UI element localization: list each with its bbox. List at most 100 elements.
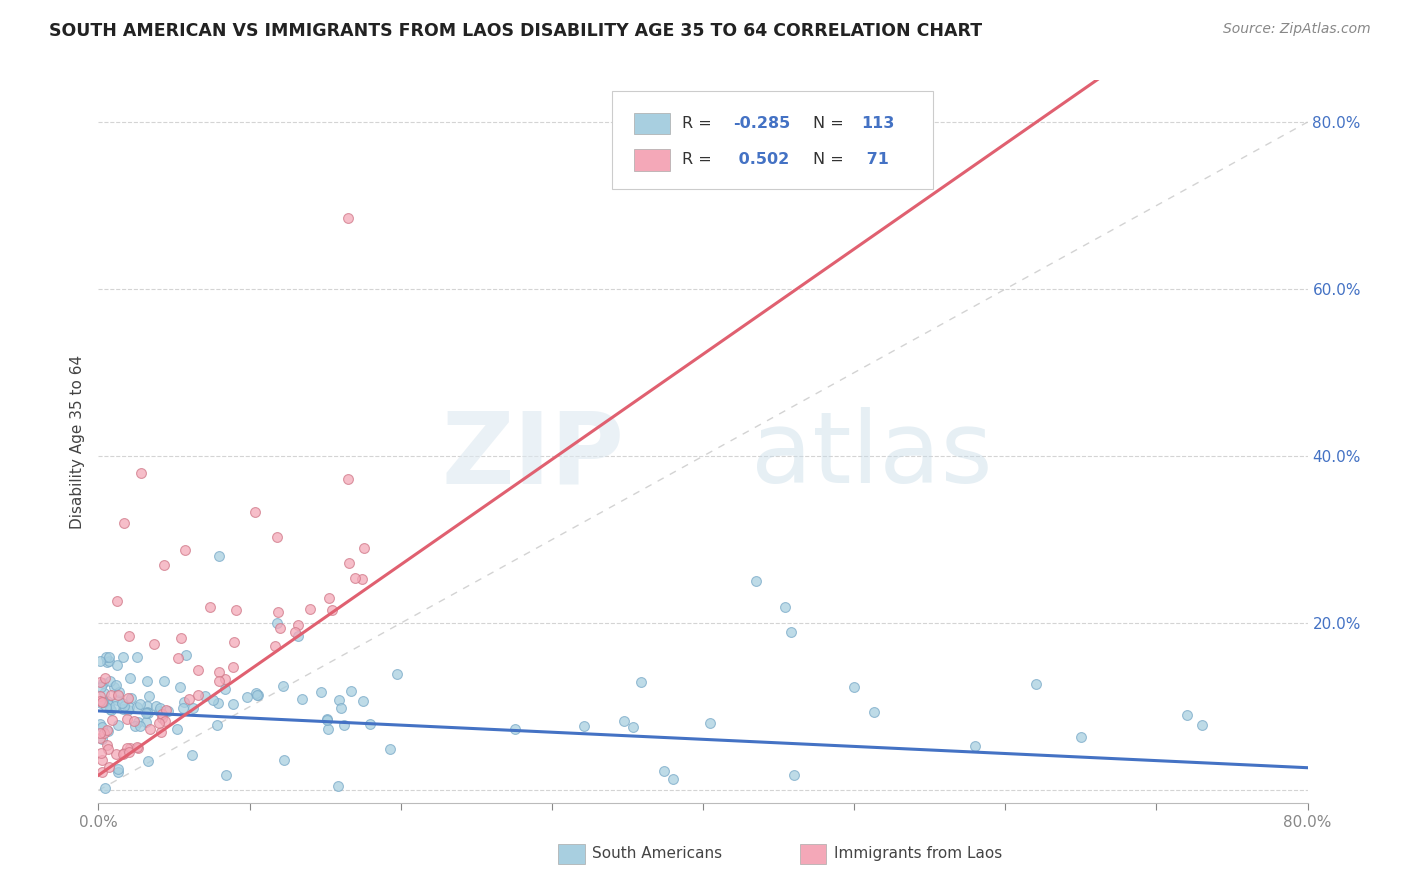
Point xyxy=(91,676,114,690)
Point xyxy=(98,702,121,716)
Point xyxy=(135,706,157,720)
FancyBboxPatch shape xyxy=(613,91,932,189)
Point xyxy=(222,698,245,712)
Point xyxy=(187,688,209,702)
Point xyxy=(111,697,134,711)
Point xyxy=(108,685,131,699)
Point xyxy=(236,690,259,705)
Point xyxy=(613,714,636,729)
Point xyxy=(202,693,225,707)
Point xyxy=(172,701,194,715)
Point xyxy=(208,665,231,679)
Point xyxy=(129,719,152,733)
Y-axis label: Disability Age 35 to 64: Disability Age 35 to 64 xyxy=(70,354,86,529)
Point xyxy=(105,658,128,673)
Point xyxy=(107,762,129,776)
Point xyxy=(136,706,159,720)
Point xyxy=(149,701,172,715)
Point xyxy=(118,740,141,755)
Point xyxy=(246,688,269,702)
Point xyxy=(654,764,676,779)
Point xyxy=(205,718,228,732)
Point xyxy=(90,697,112,711)
Point xyxy=(89,654,111,668)
Point xyxy=(316,722,339,736)
Point xyxy=(224,635,246,649)
Point xyxy=(148,704,170,718)
Point xyxy=(96,649,118,664)
Point xyxy=(271,679,294,693)
Point xyxy=(97,742,120,756)
Text: SOUTH AMERICAN VS IMMIGRANTS FROM LAOS DISABILITY AGE 35 TO 64 CORRELATION CHART: SOUTH AMERICAN VS IMMIGRANTS FROM LAOS D… xyxy=(49,22,983,40)
Point xyxy=(128,697,150,711)
Point xyxy=(157,704,180,718)
Point xyxy=(97,724,120,739)
Text: R =: R = xyxy=(682,153,717,168)
Point xyxy=(173,695,195,709)
Point xyxy=(100,703,122,717)
Text: 0.502: 0.502 xyxy=(734,153,790,168)
Point xyxy=(783,768,806,782)
Point xyxy=(122,714,145,728)
Point xyxy=(336,211,359,226)
Point xyxy=(89,716,111,731)
Point xyxy=(243,505,266,519)
Point xyxy=(118,745,141,759)
Point xyxy=(135,673,157,688)
Point xyxy=(96,655,118,669)
Point xyxy=(187,663,209,677)
Point xyxy=(180,748,202,763)
Point xyxy=(214,681,236,696)
Point xyxy=(98,698,121,713)
Point xyxy=(142,637,165,651)
Point xyxy=(316,713,339,727)
Point xyxy=(572,719,595,733)
Point xyxy=(139,723,162,737)
Point xyxy=(773,599,796,614)
Point xyxy=(1191,718,1213,732)
Point xyxy=(153,558,176,572)
Point xyxy=(125,740,148,755)
Point xyxy=(780,624,803,639)
Point xyxy=(136,706,159,720)
Text: N =: N = xyxy=(813,153,849,168)
Point xyxy=(90,746,112,760)
Point xyxy=(844,681,866,695)
Point xyxy=(337,556,360,570)
Point xyxy=(328,779,350,793)
Point xyxy=(89,725,111,739)
Point xyxy=(100,713,122,727)
Point xyxy=(745,574,768,589)
Point xyxy=(353,541,375,556)
Point xyxy=(200,599,222,614)
Text: South Americans: South Americans xyxy=(592,846,721,861)
Point xyxy=(138,689,160,703)
Point xyxy=(96,739,118,753)
Point xyxy=(97,759,120,773)
Point xyxy=(291,692,314,706)
Point xyxy=(329,700,352,714)
Point xyxy=(284,625,307,640)
Point xyxy=(118,700,141,714)
Point xyxy=(107,688,129,702)
Point xyxy=(167,651,190,665)
Point xyxy=(111,747,134,761)
Point xyxy=(287,618,309,632)
Point xyxy=(100,688,122,702)
Point xyxy=(965,739,987,753)
Point xyxy=(194,690,217,704)
Point xyxy=(336,472,359,486)
Point xyxy=(287,629,309,643)
Point xyxy=(90,731,112,746)
Point xyxy=(96,700,118,714)
Point xyxy=(343,571,366,585)
Point xyxy=(127,700,149,714)
Point xyxy=(152,673,174,688)
Text: ZIP: ZIP xyxy=(441,408,624,505)
Point xyxy=(299,602,322,616)
Point xyxy=(117,691,139,706)
Point xyxy=(353,694,375,708)
Point xyxy=(104,678,127,692)
Point xyxy=(1175,708,1198,723)
Point xyxy=(112,702,135,716)
